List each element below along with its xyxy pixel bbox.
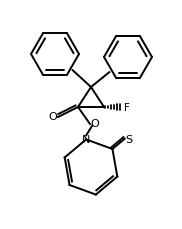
Text: N: N xyxy=(82,135,90,145)
Text: O: O xyxy=(91,118,99,128)
Text: F: F xyxy=(124,103,130,112)
Text: O: O xyxy=(49,112,57,121)
Text: S: S xyxy=(125,134,132,144)
